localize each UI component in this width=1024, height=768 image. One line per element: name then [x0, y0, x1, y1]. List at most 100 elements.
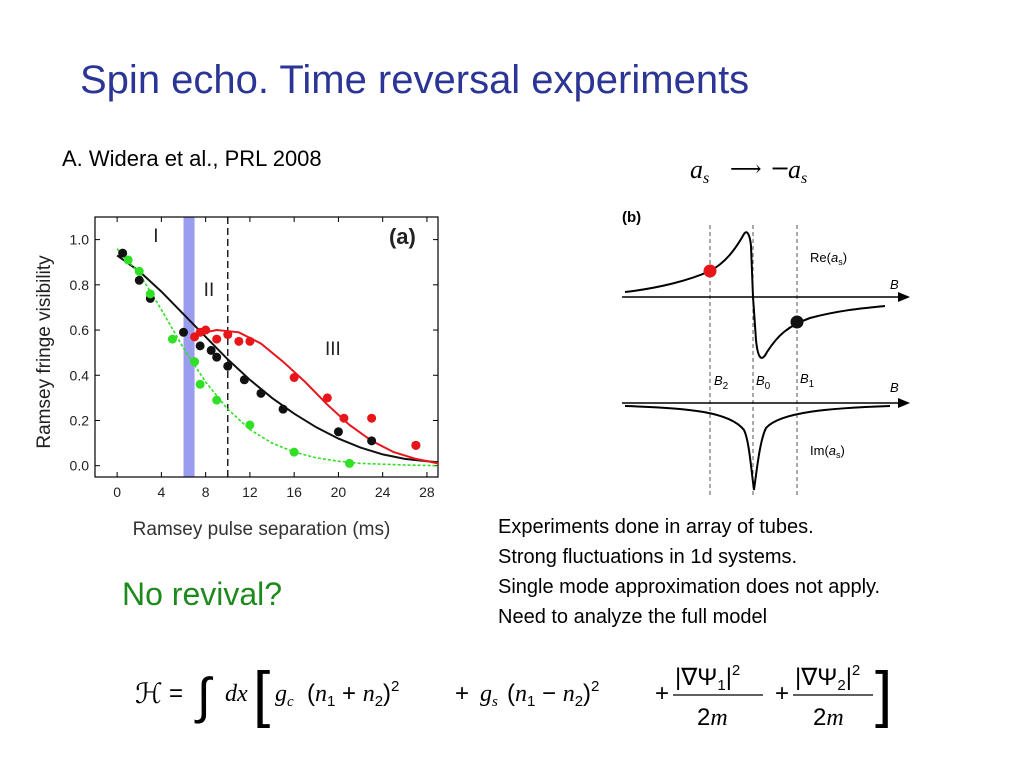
red-data-point [367, 413, 377, 423]
label-b0: B0 [756, 373, 771, 392]
red-data-point [234, 336, 244, 346]
notes-block: Experiments done in array of tubes. Stro… [498, 512, 880, 632]
red-data-point [289, 373, 299, 383]
black-marker [790, 315, 804, 329]
formula-arrow: ⟶ [730, 157, 762, 182]
h-symbol: ℋ [135, 678, 163, 709]
formula-as-right: as [788, 155, 807, 187]
dx: dx [225, 681, 248, 707]
y-tick-label: 0.8 [70, 277, 90, 293]
green-data-point [195, 379, 205, 389]
red-marker [703, 264, 717, 278]
feshbach-diagram-svg: (b) B Re(as) B2 B0 B1 B Im(as) [622, 209, 910, 495]
black-data-point [367, 436, 377, 446]
bottom-axis-arrow [898, 398, 910, 408]
green-data-point [167, 334, 177, 344]
black-data-point [134, 275, 144, 285]
red-data-point [245, 336, 255, 346]
plus-3: + [775, 680, 789, 707]
black-data-point [118, 248, 128, 258]
ramsey-chart-svg: 0 4 8 12 16 20 24 280.00.20.40.60.81.0 IIIIII(a)… [34, 216, 439, 540]
green-data-point [245, 420, 255, 430]
x-tick-label: 20 [331, 484, 347, 500]
im-curve [624, 405, 891, 491]
plus-1: + [455, 680, 469, 707]
black-data-point [195, 341, 205, 351]
black-fit-curve [116, 254, 439, 464]
black-data-point [179, 327, 189, 337]
red-data-point [322, 393, 332, 403]
note-line: Experiments done in array of tubes. [498, 516, 814, 538]
y-tick-label: 0.0 [70, 458, 90, 474]
plus-2: + [655, 680, 669, 707]
red-data-point [223, 330, 233, 340]
y-tick-label: 0.6 [70, 322, 90, 338]
bracket-left: [ [253, 660, 270, 729]
red-data-point [339, 413, 349, 423]
bottom-axis-label: B [890, 380, 899, 395]
x-tick-label: 12 [242, 484, 258, 500]
x-tick-label: 16 [286, 484, 302, 500]
note-line: Need to analyze the full model [498, 606, 768, 628]
red-data-point [201, 325, 211, 335]
formula-minus: − [770, 154, 790, 182]
grad-psi1: |∇Ψ1|2 [675, 662, 740, 694]
x-tick-label: 8 [202, 484, 210, 500]
green-data-point [289, 447, 299, 457]
black-data-point [239, 375, 249, 385]
red-data-point [411, 440, 421, 450]
green-data-point [123, 255, 133, 265]
reference-citation: A. Widera et al., PRL 2008 [62, 146, 322, 171]
black-data-point [212, 352, 222, 362]
x-tick-label: 28 [419, 484, 435, 500]
slide-title: Spin echo. Time reversal experiments [80, 58, 750, 102]
mapping-formula-svg: as ⟶ − as [690, 154, 807, 187]
shaded-band [183, 217, 195, 477]
label-b2: B2 [714, 373, 729, 392]
hamiltonian-svg: ℋ = ∫ dx [ gc (n1 + n2)2 + gs (n1 − n2)2… [135, 660, 892, 731]
x-axis-label: Ramsey pulse separation (ms) [133, 519, 391, 540]
green-data-point [344, 458, 354, 468]
black-data-point [223, 361, 233, 371]
black-data-point [256, 388, 266, 398]
top-axis-arrow [898, 292, 910, 302]
y-axis-label: Ramsey fringe visibility [34, 255, 55, 449]
feshbach-diagram: (b) B Re(as) B2 B0 B1 B Im(as) [610, 200, 920, 505]
im-label: Im(as) [810, 443, 845, 460]
formula-as-left: as [690, 155, 709, 187]
red-fit-curve [194, 328, 439, 465]
hamiltonian-formula: ℋ = ∫ dx [ gc (n1 + n2)2 + gs (n1 − n2)2… [135, 655, 895, 745]
green-data-point [190, 357, 200, 367]
note-line: Single mode approximation does not apply… [498, 576, 881, 598]
black-data-point [333, 427, 343, 437]
green-data-point [212, 395, 222, 405]
denom-2: 2m [813, 704, 844, 731]
region-label: III [325, 339, 341, 360]
n-diff: (n1 − n2)2 [507, 678, 599, 710]
bracket-right: ] [875, 660, 892, 729]
h-equals: = [169, 680, 183, 707]
top-axis-label: B [890, 277, 899, 292]
gc-term: gc [275, 681, 294, 710]
red-data-point [212, 334, 222, 344]
note-line: Strong fluctuations in 1d systems. [498, 546, 798, 568]
region-label: II [204, 280, 215, 301]
green-data-point [145, 289, 155, 299]
panel-a-label: (a) [389, 224, 416, 249]
plot-frame [94, 216, 439, 478]
re-label: Re(as) [810, 250, 847, 267]
panel-b-label: (b) [622, 209, 641, 226]
denom-1: 2m [697, 704, 728, 731]
x-tick-label: 0 [113, 484, 121, 500]
black-data-point [206, 345, 216, 355]
x-tick-label: 24 [375, 484, 391, 500]
label-b1: B1 [800, 371, 815, 390]
region-label: I [153, 226, 158, 247]
n-sum: (n1 + n2)2 [307, 678, 399, 710]
y-tick-label: 0.2 [70, 412, 90, 428]
x-tick-label: 4 [157, 484, 165, 500]
grad-psi2: |∇Ψ2|2 [795, 662, 860, 694]
integral-sign: ∫ [194, 668, 214, 724]
green-data-point [134, 266, 144, 276]
gs-term: gs [480, 681, 498, 710]
